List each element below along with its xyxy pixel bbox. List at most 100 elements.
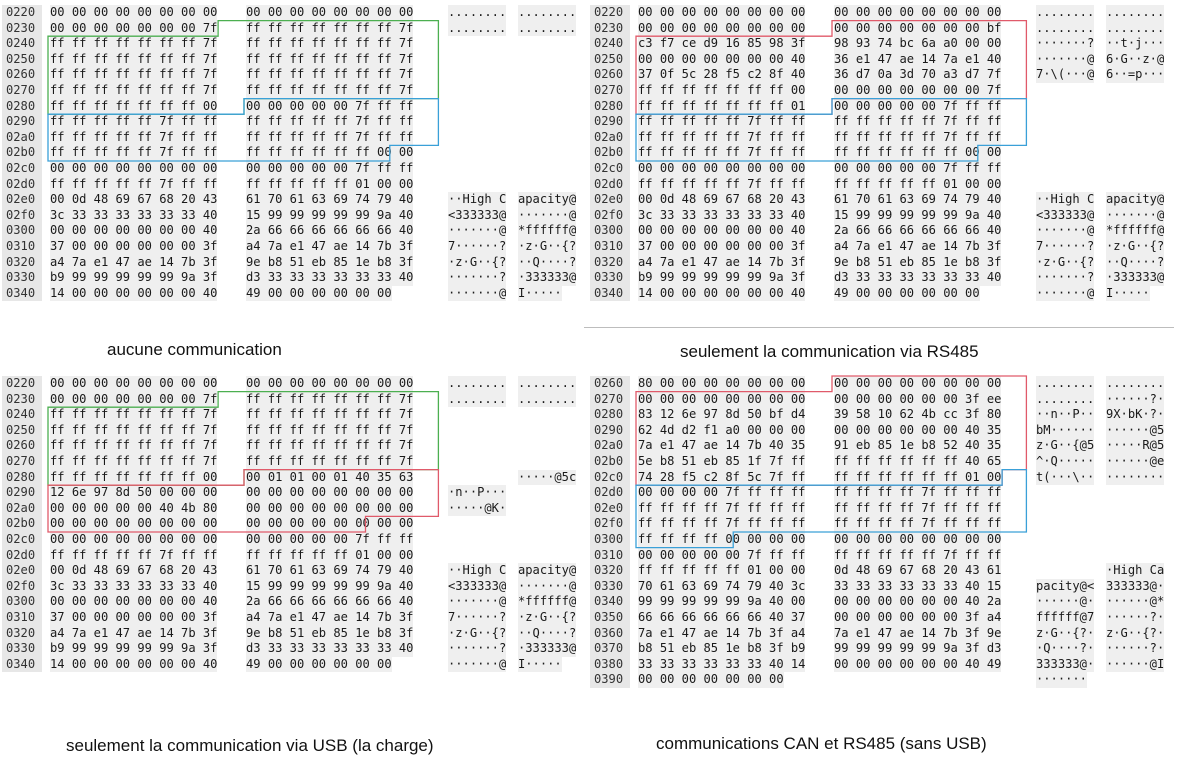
offset-label: 02f0 xyxy=(2,578,42,595)
hex-bytes-right: 2a 66 66 66 66 66 66 40 xyxy=(246,594,414,610)
hex-bytes-left: 14 00 00 00 00 00 00 40 xyxy=(50,656,218,673)
ascii-right: ·High Ca xyxy=(1106,563,1165,579)
hex-bytes-left: ff ff ff ff ff ff ff 00 xyxy=(50,469,218,486)
ascii-left: <333333@ xyxy=(448,207,507,224)
hex-bytes-right: ff ff ff ff ff ff ff 7f xyxy=(246,82,414,99)
hex-bytes-left: ff ff ff ff ff 7f ff ff xyxy=(50,129,218,146)
hex-bytes-right: ff ff ff ff ff ff 01 00 xyxy=(834,469,1002,486)
ascii-left: ffffff@7 xyxy=(1036,609,1095,626)
ascii-right: ······@e xyxy=(1106,453,1165,470)
ascii-right: ······?· xyxy=(1106,391,1165,408)
offset-label: 0250 xyxy=(590,51,630,68)
hex-bytes-right: a4 7a e1 47 ae 14 7b 3f xyxy=(246,238,414,255)
hex-bytes-left: ff ff ff ff ff 7f ff ff xyxy=(50,145,218,161)
hex-bytes-left: 00 00 00 00 00 00 00 00 xyxy=(638,160,806,177)
hex-bytes-right: 00 00 00 00 00 00 00 bf xyxy=(834,20,1002,37)
hex-bytes-right: ff ff ff ff ff ff 00 00 xyxy=(834,145,1002,161)
hex-bytes-right: ff ff ff ff 7f ff ff ff xyxy=(834,516,1002,532)
ascii-left: ........ xyxy=(448,391,507,408)
hex-bytes-left: 00 00 00 00 00 00 00 00 xyxy=(638,20,806,37)
hex-bytes-left: ff ff ff ff ff ff ff 7f xyxy=(50,438,218,454)
offset-label: 0220 xyxy=(2,5,42,21)
ascii-left: ·······@ xyxy=(448,285,507,302)
ascii-left: ······· xyxy=(1036,672,1087,688)
offset-label: 0220 xyxy=(590,5,630,21)
hex-bytes-left: a4 7a e1 47 ae 14 7b 3f xyxy=(50,254,218,271)
ascii-right: ........ xyxy=(518,376,577,392)
hex-bytes-left: b9 99 99 99 99 99 9a 3f xyxy=(638,270,806,286)
hex-bytes-left: b9 99 99 99 99 99 9a 3f xyxy=(50,270,218,286)
hex-bytes-right: 00 01 01 00 01 40 35 63 xyxy=(246,469,414,486)
offset-label: 02a0 xyxy=(590,129,630,146)
ascii-right: apacity@ xyxy=(1106,192,1165,208)
ascii-right: ······@5 xyxy=(1106,422,1165,439)
ascii-left: ·······@ xyxy=(1036,223,1095,239)
offset-label: 0380 xyxy=(590,656,630,673)
hex-bytes-right: ff ff ff ff ff ff ff 7f xyxy=(246,407,414,423)
hex-bytes-right: 00 00 00 00 00 00 00 00 xyxy=(834,376,1002,392)
ascii-left: ·······@ xyxy=(448,656,507,673)
hex-bytes-right: ff ff ff ff ff ff ff 7f xyxy=(246,20,414,37)
hex-bytes-right: ff ff ff ff ff ff ff 7f xyxy=(246,36,414,52)
hex-bytes-right: 00 00 00 00 00 7f ff ff xyxy=(834,160,1002,177)
hex-bytes-left: 00 0d 48 69 67 68 20 43 xyxy=(638,192,806,208)
ascii-right: ........ xyxy=(518,5,577,21)
hex-bytes-left: ff ff ff ff 7f ff ff ff xyxy=(638,516,806,532)
offset-label: 02e0 xyxy=(590,192,630,208)
hex-bytes-left: 3c 33 33 33 33 33 33 40 xyxy=(638,207,806,224)
hex-bytes-right: a4 7a e1 47 ae 14 7b 3f xyxy=(834,238,1002,255)
hex-bytes-right: a4 7a e1 47 ae 14 7b 3f xyxy=(246,609,414,626)
offset-label: 0300 xyxy=(590,223,630,239)
ascii-left: ·······@ xyxy=(448,594,507,610)
hex-bytes-left: 00 00 00 00 00 00 00 7f xyxy=(50,20,218,37)
hex-bytes-left: 37 00 00 00 00 00 00 3f xyxy=(638,238,806,255)
hex-bytes-right: 00 00 00 00 00 00 3f a4 xyxy=(834,609,1002,626)
offset-label: 0260 xyxy=(590,376,630,392)
hex-bytes-right: ff ff ff ff ff 01 00 00 xyxy=(246,176,414,193)
ascii-left: z·G··{@5 xyxy=(1036,438,1095,454)
hex-bytes-left: 5e b8 51 eb 85 1f 7f ff xyxy=(638,453,806,470)
hex-bytes-left: ff ff ff ff ff ff ff 7f xyxy=(50,51,218,68)
offset-label: 0320 xyxy=(2,254,42,271)
hex-bytes-left: 00 00 00 00 00 7f ff ff xyxy=(638,547,806,564)
offset-label: 0230 xyxy=(2,391,42,408)
hex-bytes-right: 2a 66 66 66 66 66 66 40 xyxy=(246,223,414,239)
ascii-left: ······@· xyxy=(1036,594,1095,610)
hex-bytes-right: 49 00 00 00 00 00 00 xyxy=(246,656,392,673)
hex-bytes-left: 37 00 00 00 00 00 00 3f xyxy=(50,609,218,626)
offset-label: 0280 xyxy=(2,469,42,486)
ascii-left: ··High C xyxy=(1036,192,1095,208)
hex-bytes-right: 00 00 00 00 00 7f ff ff xyxy=(246,160,414,177)
hex-bytes-right: ff ff ff ff 7f ff ff ff xyxy=(834,500,1002,517)
hex-bytes-left: 00 00 00 00 00 00 00 00 xyxy=(638,391,806,408)
offset-label: 02d0 xyxy=(590,485,630,501)
ascii-right: z·G··{?· xyxy=(1106,625,1165,642)
hex-bytes-left: 00 00 00 00 00 00 00 00 xyxy=(638,5,806,21)
hex-bytes-right: ff ff ff ff ff ff ff 7f xyxy=(246,67,414,83)
ascii-left: ·······? xyxy=(448,641,507,657)
hex-bytes-left: 00 00 00 00 00 00 00 00 xyxy=(50,160,218,177)
offset-label: 0330 xyxy=(2,270,42,286)
ascii-right: ........ xyxy=(1106,20,1165,37)
offset-label: 02d0 xyxy=(2,547,42,564)
ascii-right: ........ xyxy=(518,20,577,37)
ascii-right: ·333333@ xyxy=(1106,270,1165,286)
hex-bytes-right: 39 58 10 62 4b cc 3f 80 xyxy=(834,407,1002,423)
ascii-left: ··High C xyxy=(448,563,507,579)
ascii-left: ........ xyxy=(1036,391,1095,408)
offset-label: 0320 xyxy=(590,254,630,271)
hex-bytes-right: ff ff ff ff ff 7f ff ff xyxy=(834,547,1002,564)
hex-bytes-left: 00 00 00 00 7f ff ff ff xyxy=(638,485,806,501)
hex-bytes-right: ff ff ff ff ff ff ff 7f xyxy=(246,391,414,408)
hex-bytes-right: 9e b8 51 eb 85 1e b8 3f xyxy=(246,254,414,271)
hex-bytes-right: 00 00 00 00 00 00 40 2a xyxy=(834,594,1002,610)
hex-bytes-left: 66 66 66 66 66 66 40 37 xyxy=(638,609,806,626)
offset-label: 02e0 xyxy=(2,192,42,208)
hex-bytes-left: 99 99 99 99 99 9a 40 00 xyxy=(638,594,806,610)
hex-bytes-right: 00 00 00 00 00 00 00 00 xyxy=(246,376,414,392)
offset-label: 02d0 xyxy=(590,176,630,193)
offset-label: 0250 xyxy=(2,51,42,68)
ascii-right: *ffffff@ xyxy=(1106,223,1165,239)
hex-bytes-left: 62 4d d2 f1 a0 00 00 00 xyxy=(638,422,806,439)
hex-bytes-right: ff ff ff ff ff ff 00 00 xyxy=(246,145,414,161)
